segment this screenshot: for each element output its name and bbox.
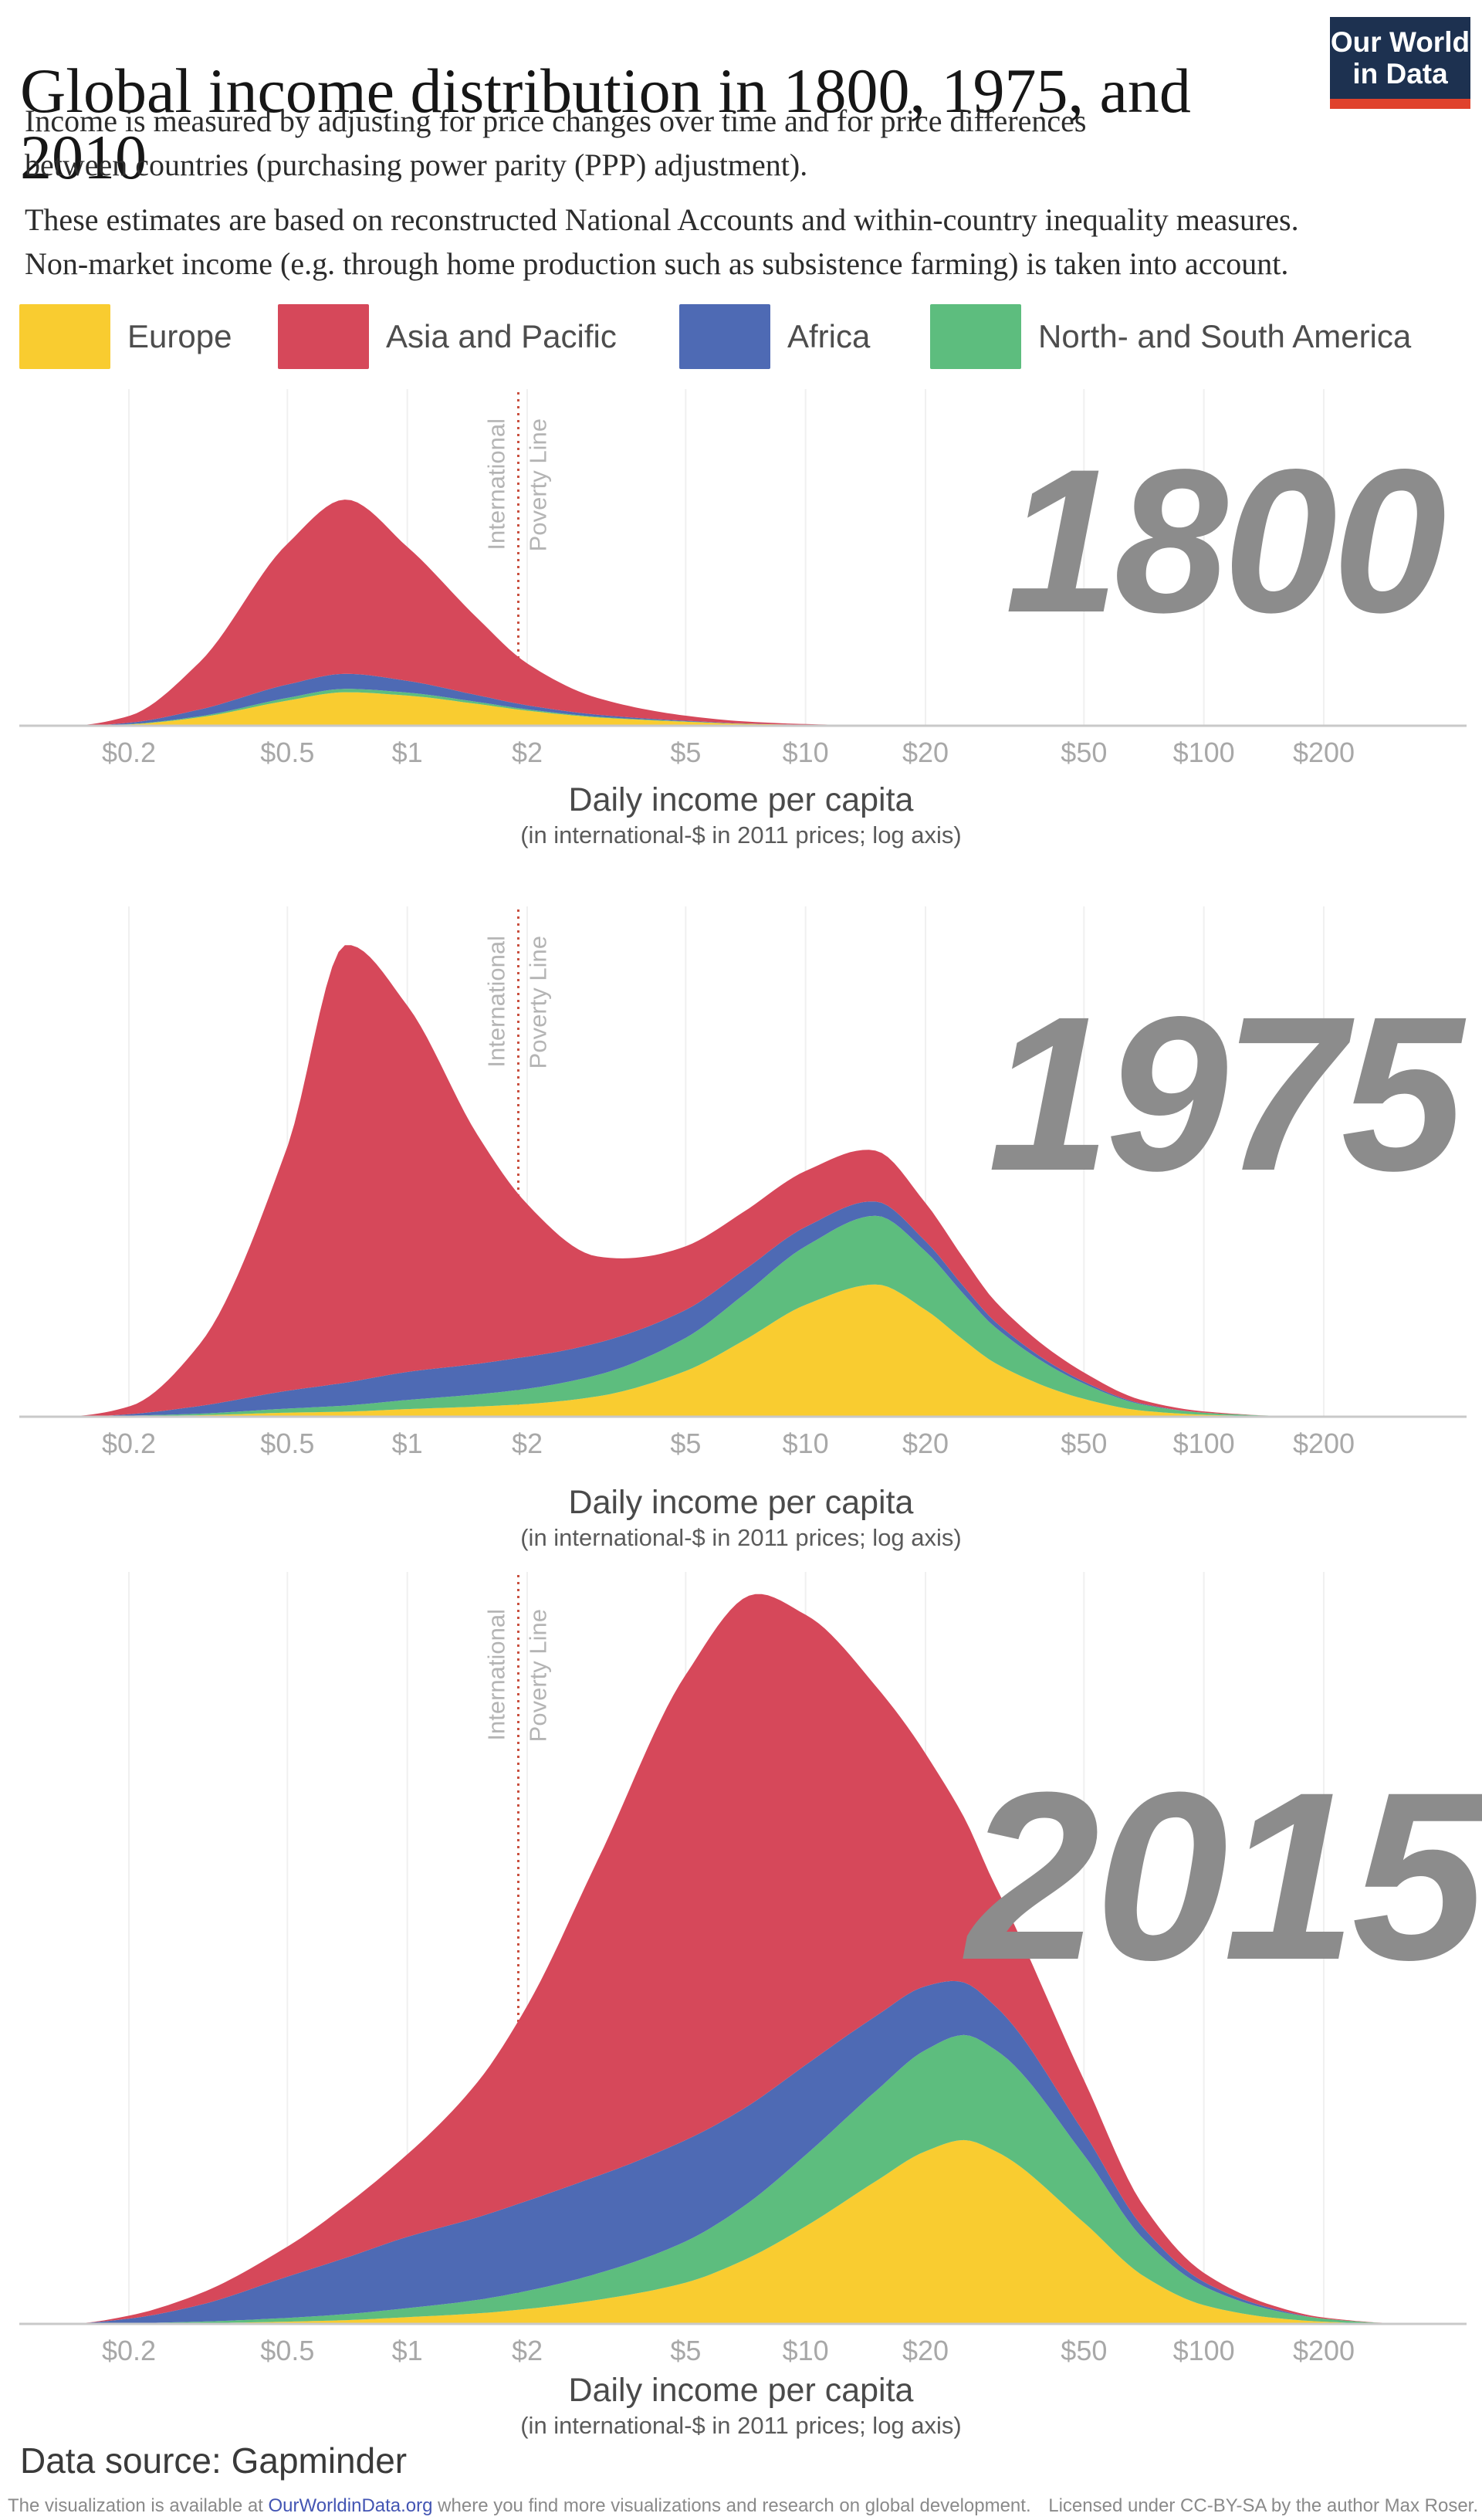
x-tick-label: $100 (1173, 1428, 1235, 1455)
legend-item-europe: Europe (19, 303, 232, 371)
x-tick-label: $200 (1293, 1428, 1355, 1455)
footnote: Licensed under CC-BY-SA by the author Ma… (8, 2495, 1478, 2517)
subtitle-line-3: These estimates are based on reconstruct… (25, 202, 1299, 237)
area-europe (54, 2139, 1444, 2324)
legend-label-africa: Africa (787, 318, 871, 354)
x-tick-label: $2 (512, 2335, 543, 2364)
x-tick-label: $1 (392, 1428, 423, 1455)
area-asia-and-pacific (54, 1594, 1444, 2324)
xaxis-title-2015: Daily income per capita (568, 2372, 914, 2409)
legend-swatch-asia-pacific (278, 304, 369, 369)
page-subtitle: Income is measured by adjusting for pric… (25, 99, 1299, 286)
area-africa (54, 1980, 1444, 2324)
x-tick-label: $0.2 (102, 1428, 156, 1455)
footnote-pre: The visualization is available at (8, 2495, 269, 2516)
area-asia-and-pacific (54, 500, 1444, 726)
x-tick-label: $50 (1061, 737, 1107, 768)
chart-1975: $0.2 $0.5 $1 $2 $5 $10 $20 $50 $100 $200 Internati… (19, 906, 1473, 1455)
x-tick-label: $5 (670, 2335, 701, 2364)
x-tick-label: $20 (902, 1428, 949, 1455)
footnote-post: where you find more visualizations and r… (432, 2495, 1031, 2516)
poverty-line-label-1: International (483, 1609, 510, 1741)
subtitle-line-1: Income is measured by adjusting for pric… (25, 103, 1087, 138)
x-tick-label: $20 (902, 2335, 949, 2364)
legend-swatch-americas (930, 304, 1021, 369)
x-tick-label: $2 (512, 1428, 543, 1455)
poverty-line-label-1: International (483, 936, 510, 1068)
x-tick-label: $100 (1173, 2335, 1235, 2364)
x-tick-label: $0.2 (102, 737, 156, 768)
license-note: Licensed under CC-BY-SA by the author Ma… (1048, 2495, 1478, 2516)
owid-logo-line2: in Data (1352, 58, 1448, 90)
subtitle-line-2: between countries (purchasing power pari… (25, 147, 808, 182)
footer-link[interactable]: OurWorldinData.org (268, 2495, 433, 2516)
x-tick-label: $20 (902, 737, 949, 768)
x-tick-label: $50 (1061, 1428, 1107, 1455)
chart-1800: $0.2 $0.5 $1 $2 $5 $10 $20 $50 $100 $200 Internati… (19, 389, 1467, 768)
x-tick-label: $10 (783, 1428, 829, 1455)
legend-item-asia-pacific: Asia and Pacific (278, 303, 617, 371)
year-label: 1800 (1005, 427, 1444, 655)
page-title: Global income distribution in 1800, 1975… (20, 55, 1191, 193)
x-tick-label: $2 (512, 737, 543, 768)
x-tick-label: $100 (1173, 737, 1235, 768)
x-tick-label: $5 (670, 737, 701, 768)
xaxis-subtitle-2015: (in international-$ in 2011 prices; log … (520, 2412, 962, 2439)
area-europe (54, 692, 1444, 726)
area-africa (54, 673, 1444, 726)
x-tick-label: $0.5 (260, 2335, 314, 2364)
legend: Europe Asia and Pacific Africa North- an… (0, 303, 1482, 371)
poverty-line-label-1: International (483, 418, 510, 550)
data-source: Data source: Gapminder (20, 2440, 408, 2481)
legend-label-americas: North- and South America (1038, 318, 1412, 354)
x-tick-label: $5 (670, 1428, 701, 1455)
x-tick-label: $200 (1293, 2335, 1355, 2364)
x-tick-label: $0.5 (260, 737, 314, 768)
legend-swatch-europe (19, 304, 110, 369)
xaxis-subtitle-1800: (in international-$ in 2011 prices; log … (520, 821, 962, 848)
area-north-and-south-america (54, 1215, 1444, 1417)
legend-label-europe: Europe (127, 318, 232, 354)
xaxis-title-1975: Daily income per capita (568, 1484, 914, 1521)
x-tick-label: $1 (392, 2335, 423, 2364)
legend-label-asia-pacific: Asia and Pacific (386, 318, 617, 354)
owid-logo-line1: Our World (1330, 26, 1470, 58)
x-tick-label: $10 (783, 2335, 829, 2364)
chart-2015: $0.2 $0.5 $1 $2 $5 $10 $20 $50 $100 $200 Internati… (19, 1572, 1482, 2364)
x-tick-label: $50 (1061, 2335, 1107, 2364)
x-tick-label: $200 (1293, 737, 1355, 768)
x-tick-label: $0.5 (260, 1428, 314, 1455)
owid-logo-bar (1330, 99, 1470, 109)
subtitle-line-4: Non-market income (e.g. through home pro… (25, 246, 1289, 281)
legend-item-africa: Africa (679, 303, 870, 371)
x-tick-label: $1 (392, 737, 423, 768)
xaxis-title-1800: Daily income per capita (568, 781, 914, 818)
legend-swatch-africa (679, 304, 770, 369)
poverty-line-label-2: Poverty Line (525, 1609, 552, 1742)
legend-item-americas: North- and South America (930, 303, 1411, 371)
x-tick-label: $0.2 (102, 2335, 156, 2364)
poverty-line-label-2: Poverty Line (525, 936, 552, 1069)
poverty-line-label-2: Poverty Line (525, 418, 552, 551)
area-europe (54, 1284, 1444, 1417)
xaxis-subtitle-1975: (in international-$ in 2011 prices; log … (520, 1524, 962, 1551)
area-asia-and-pacific (54, 945, 1444, 1417)
year-label: 2015 (963, 1742, 1482, 2010)
year-label: 1975 (988, 971, 1468, 1217)
x-tick-label: $10 (783, 737, 829, 768)
owid-logo: Our World in Data (1330, 17, 1470, 99)
